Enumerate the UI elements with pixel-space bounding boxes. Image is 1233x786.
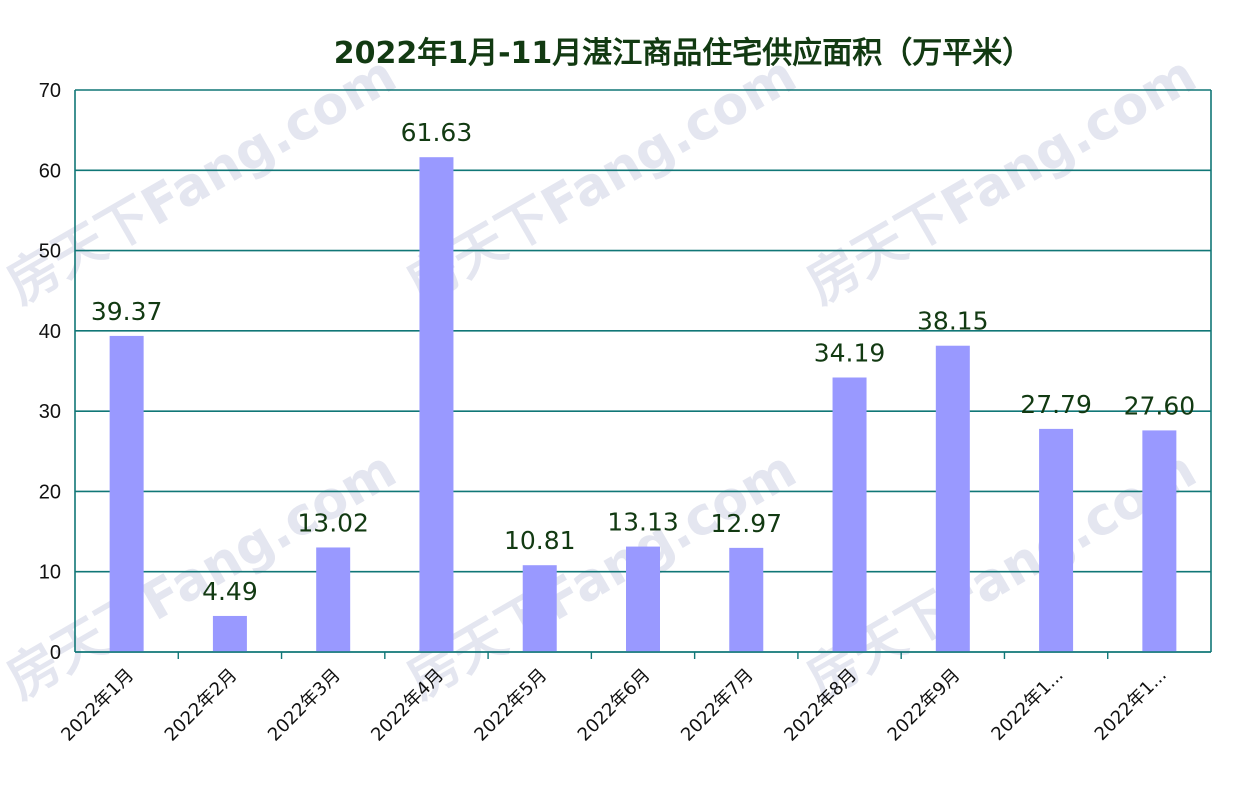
data-label: 12.97 [710,509,782,538]
watermark-layer: 房天下Fang.com房天下Fang.com房天下Fang.com房天下Fang… [0,45,1206,711]
y-tick-label: 30 [39,401,61,423]
bar [419,157,454,652]
watermark-text: 房天下Fang.com [397,45,807,316]
bar [212,615,247,652]
chart-title: 2022年1月-11月湛江商品住宅供应面积（万平米） [334,36,1033,71]
bar [832,377,867,652]
bar [1039,428,1074,652]
y-tick-label: 60 [39,160,61,182]
data-label: 4.49 [202,577,258,606]
x-tick-label: 2022年1... [987,665,1067,745]
data-label: 27.79 [1020,390,1092,419]
bar [522,565,557,652]
data-label: 13.02 [297,508,369,537]
bars [109,157,1177,652]
y-tick-label: 70 [39,80,61,102]
bar [935,345,970,652]
y-tick-label: 40 [39,321,61,343]
x-tick-label: 2022年2月 [161,665,242,746]
data-label: 61.63 [401,118,473,147]
x-tick-label: 2022年3月 [264,665,345,746]
data-label: 38.15 [917,307,989,336]
bar [729,547,764,652]
data-label: 10.81 [504,526,576,555]
bar [109,335,144,652]
y-tick-label: 10 [39,562,61,584]
x-tick-label: 2022年6月 [574,665,655,746]
data-label: 13.13 [607,508,679,537]
data-labels: 39.37 4.49 13.02 61.63 10.81 13.13 12.97 34.19 3… [91,118,1195,606]
bar [316,547,351,652]
bar [626,546,660,652]
bar [1142,430,1177,652]
x-tick-label: 2022年9月 [884,665,965,746]
watermark-text: 房天下Fang.com [797,45,1207,316]
data-label: 34.19 [814,339,886,368]
y-tick-label: 0 [50,642,61,664]
data-label: 39.37 [91,297,163,326]
x-tick-label: 2022年1... [1091,665,1171,745]
y-tick-label: 20 [39,481,61,503]
x-tick-label: 2022年7月 [677,665,758,746]
data-label: 27.60 [1124,391,1196,420]
y-tick-label: 50 [39,241,61,263]
